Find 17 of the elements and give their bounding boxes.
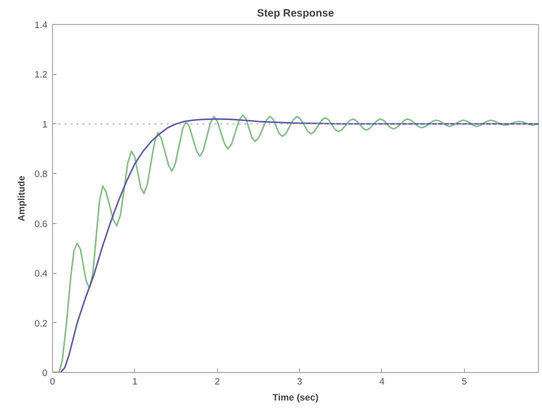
- x-tick-label: 4: [379, 376, 385, 386]
- x-tick-label: 2: [214, 376, 220, 386]
- x-tick-label: 5: [462, 376, 467, 386]
- x-tick-label: 1: [132, 376, 138, 386]
- y-tick-label: 1.2: [34, 70, 48, 80]
- chart-title: Step Response: [257, 8, 334, 20]
- y-tick-label: 0.8: [34, 169, 48, 180]
- y-tick-label: 0.2: [34, 318, 48, 328]
- x-tick-label: 0: [50, 376, 56, 386]
- y-tick-label: 0.6: [34, 218, 48, 229]
- y-tick-label: 1: [42, 119, 48, 130]
- y-tick-label: 0: [42, 368, 48, 378]
- y-tick-label: 1.4: [34, 20, 48, 30]
- x-tick-label: 3: [297, 376, 302, 386]
- x-axis-title: Time (sec): [272, 392, 318, 402]
- y-axis-title: Amplitude: [16, 176, 27, 222]
- y-tick-label: 0.4: [34, 268, 48, 279]
